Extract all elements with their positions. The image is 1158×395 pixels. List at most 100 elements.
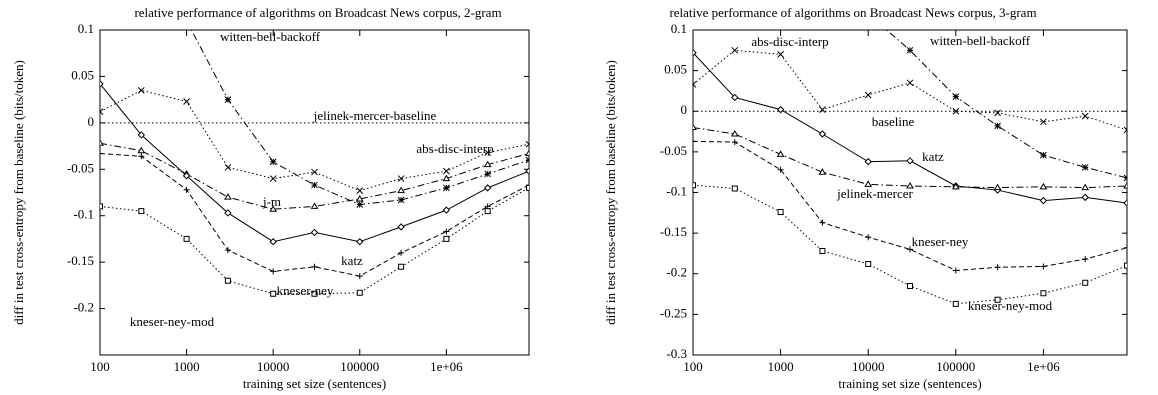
- y-axis-label: diff in test cross-entropy from baseline…: [11, 60, 26, 325]
- data-point: [224, 164, 232, 171]
- data-point: [443, 228, 450, 235]
- data-point: [397, 196, 405, 204]
- data-point: [311, 290, 318, 297]
- data-point: [731, 139, 738, 146]
- data-point: [1123, 174, 1127, 182]
- data-point: [1040, 290, 1047, 297]
- data-point: [1040, 151, 1047, 159]
- data-point: [443, 184, 450, 192]
- data-point: [693, 138, 696, 145]
- data-point: [310, 202, 319, 209]
- y-tick-label: 0.05: [664, 62, 687, 77]
- series-line: [693, 127, 1127, 189]
- series-label: kneser-ney: [912, 234, 969, 249]
- data-point: [183, 186, 190, 193]
- data-point: [398, 249, 405, 256]
- series-label: witten-bell-backoff: [930, 33, 1031, 48]
- series-label: jelinek-mercer: [836, 186, 913, 201]
- y-tick-label: -0.1: [666, 183, 687, 198]
- data-point: [138, 208, 145, 215]
- data-point: [224, 209, 232, 217]
- data-point: [1039, 196, 1048, 205]
- data-point: [269, 205, 278, 212]
- y-tick-label: -0.05: [660, 143, 687, 158]
- x-tick-label: 1e+06: [1027, 359, 1060, 374]
- data-point: [270, 268, 277, 275]
- data-point: [311, 263, 318, 270]
- data-point: [1082, 256, 1089, 263]
- data-point: [269, 158, 277, 166]
- series-label: baseline: [872, 114, 915, 129]
- y-tick-label: 0: [88, 114, 95, 129]
- series-label: kneser-ney: [277, 283, 334, 298]
- data-point: [1123, 182, 1127, 189]
- data-point: [776, 105, 785, 114]
- data-point: [818, 130, 827, 138]
- data-point: [138, 153, 145, 160]
- data-point: [443, 167, 450, 175]
- data-point: [693, 182, 696, 189]
- data-point: [994, 296, 1001, 303]
- data-point: [137, 146, 146, 154]
- data-point: [818, 168, 827, 175]
- data-point: [864, 180, 873, 187]
- y-tick-label: -0.15: [67, 253, 94, 268]
- x-tick-label: 100: [90, 359, 110, 374]
- series-label: katz: [341, 253, 363, 268]
- series-label: jelinek-mercer-baseline: [313, 108, 437, 123]
- x-tick-label: 100000: [936, 359, 975, 374]
- data-point: [356, 201, 364, 208]
- data-point: [525, 167, 529, 175]
- data-point: [100, 139, 104, 146]
- data-point: [819, 248, 826, 254]
- series-label: katz: [922, 149, 944, 164]
- data-point: [356, 273, 363, 280]
- y-tick-label: 0.05: [71, 67, 94, 82]
- data-point: [269, 175, 277, 182]
- data-point: [907, 282, 913, 289]
- x-axis-label: training set size (sentences): [243, 376, 386, 391]
- data-point: [183, 235, 190, 242]
- data-point: [183, 98, 190, 105]
- data-point: [1081, 163, 1089, 171]
- data-point: [1081, 112, 1089, 120]
- x-tick-label: 100: [683, 359, 703, 374]
- x-tick-label: 10000: [852, 359, 885, 374]
- data-point: [864, 91, 872, 99]
- data-point: [731, 185, 738, 192]
- data-point: [993, 183, 1002, 191]
- data-point: [397, 223, 405, 231]
- data-point: [1123, 126, 1127, 134]
- data-point: [525, 149, 529, 156]
- data-point: [398, 263, 405, 270]
- data-point: [1124, 262, 1127, 269]
- data-point: [224, 193, 232, 200]
- data-point: [310, 228, 319, 237]
- y-tick-label: -0.1: [73, 207, 94, 222]
- data-point: [100, 203, 103, 210]
- y-tick-label: -0.2: [73, 300, 94, 315]
- data-point: [443, 235, 450, 242]
- data-point: [137, 131, 146, 139]
- data-point: [819, 106, 826, 113]
- data-point: [731, 93, 739, 102]
- data-point: [442, 206, 451, 214]
- data-point: [484, 149, 492, 156]
- data-point: [864, 157, 872, 166]
- x-tick-label: 1000: [768, 359, 794, 374]
- data-point: [952, 93, 960, 100]
- data-point: [442, 174, 451, 182]
- y-tick-label: -0.2: [666, 265, 687, 280]
- data-point: [1040, 263, 1047, 270]
- series-label: abs-disc-interp: [416, 141, 493, 156]
- x-tick-label: 100000: [340, 359, 379, 374]
- data-point: [526, 184, 529, 191]
- plot-area: [693, 30, 1127, 307]
- data-point: [1040, 118, 1047, 126]
- data-point: [355, 195, 364, 202]
- chart-title: relative performance of algorithms on Br…: [134, 5, 501, 20]
- data-point: [269, 238, 277, 246]
- data-point: [693, 123, 697, 130]
- data-point: [777, 209, 784, 215]
- data-point: [100, 150, 103, 157]
